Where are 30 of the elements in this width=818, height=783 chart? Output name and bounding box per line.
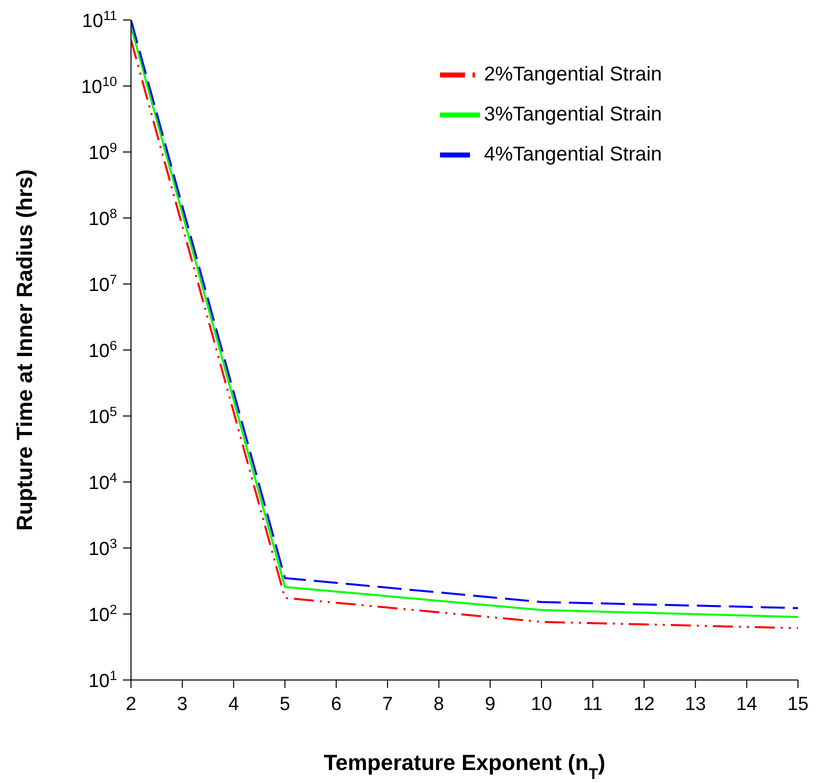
x-tick-label: 15 (787, 694, 809, 715)
x-tick-label: 5 (280, 694, 290, 715)
y-tick-label: 10$^{9}$ (88, 140, 117, 164)
x-tick-label: 13 (684, 694, 706, 715)
x-tick-label: 4 (228, 694, 240, 715)
legend-label: 2%Tangential Strain (484, 63, 662, 86)
x-tick-label: 2 (126, 694, 136, 715)
y-tick-label: 10$^{5}$ (88, 404, 117, 428)
x-tick-label: 3 (177, 694, 188, 715)
y-tick-label: 10$^{2}$ (88, 602, 117, 626)
y-tick-label: 10$^{6}$ (88, 338, 117, 362)
y-tick-label: 10$^{3}$ (88, 536, 117, 560)
legend-label: 4%Tangential Strain (484, 143, 662, 166)
x-tick-label: 12 (634, 694, 655, 715)
x-tick-label: 9 (484, 694, 496, 715)
legend-label: 3%Tangential Strain (484, 103, 662, 126)
y-tick-label: 10$^{10}$ (81, 74, 117, 98)
y-axis-title: Rupture Time at Inner Radius (hrs) (12, 169, 37, 531)
x-tick-label: 8 (434, 694, 444, 715)
x-axis-title: Temperature Exponent (n$_{T}$) (324, 750, 606, 782)
x-tick-label: 6 (330, 694, 342, 715)
x-tick-label: 14 (736, 694, 758, 715)
x-tick-label: 7 (382, 694, 393, 715)
y-tick-label: 10$^{11}$ (82, 8, 117, 32)
y-tick-label: 10$^{1}$ (88, 668, 117, 692)
y-tick-label: 10$^{4}$ (88, 470, 117, 494)
x-tick-label: 11 (582, 694, 603, 715)
y-tick-label: 10$^{7}$ (88, 272, 117, 296)
y-tick-label: 10$^{8}$ (88, 206, 117, 230)
x-tick-label: 10 (530, 694, 552, 715)
